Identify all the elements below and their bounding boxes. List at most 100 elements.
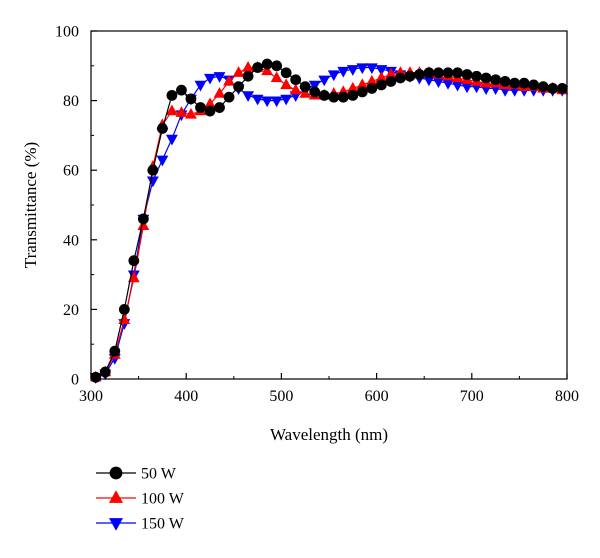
data-point <box>223 74 235 86</box>
data-point <box>261 58 273 70</box>
data-point <box>252 62 264 73</box>
x-tick-label: 500 <box>269 388 293 405</box>
data-point <box>175 106 188 117</box>
data-point <box>270 96 283 108</box>
series-line <box>95 66 563 378</box>
data-point <box>518 77 530 89</box>
legend-label: 50 W <box>141 466 177 483</box>
data-point <box>270 71 283 83</box>
y-tick-label: 40 <box>63 232 79 249</box>
data-point <box>261 64 274 76</box>
data-point <box>375 79 387 91</box>
data-point <box>499 76 511 87</box>
y-axis-label: Transmittance (%) <box>21 142 40 268</box>
data-point <box>366 83 378 94</box>
data-point <box>165 104 178 116</box>
data-point <box>118 303 130 315</box>
data-point <box>223 91 235 103</box>
legend-item: 100 W <box>96 490 185 508</box>
axes-layer: 300 400 500 600 700 800 0 20 40 60 80 100 <box>55 24 579 406</box>
data-point <box>318 75 331 87</box>
data-point <box>90 371 102 383</box>
data-point <box>271 60 283 72</box>
data-point <box>528 79 540 91</box>
x-tick-label: 300 <box>79 388 103 405</box>
data-point <box>452 67 463 79</box>
data-point <box>137 219 150 231</box>
data-point <box>365 63 378 75</box>
y-tick-label: 0 <box>71 372 79 389</box>
data-point <box>214 102 225 113</box>
legend-marker <box>109 490 123 503</box>
y-tick-label: 60 <box>63 163 79 180</box>
data-point <box>537 81 549 93</box>
data-point <box>280 78 293 90</box>
data-point <box>337 66 350 78</box>
data-point <box>308 80 321 92</box>
legend-label: 100 W <box>141 491 185 508</box>
data-point <box>480 72 492 84</box>
data-point <box>356 63 369 75</box>
data-point <box>280 94 293 106</box>
data-point <box>423 67 435 79</box>
data-point <box>128 255 140 267</box>
data-point <box>204 73 216 85</box>
y-tick-label: 80 <box>63 93 79 110</box>
data-point <box>346 65 359 76</box>
y-tick-label: 100 <box>55 24 79 41</box>
data-point <box>490 74 502 86</box>
legend-label: 150 W <box>141 516 185 533</box>
data-point <box>165 134 178 146</box>
data-point <box>433 67 444 79</box>
data-point <box>356 86 368 98</box>
data-point <box>137 213 149 225</box>
data-point <box>194 80 207 92</box>
data-point <box>118 313 131 324</box>
data-point <box>385 76 397 87</box>
series-layer <box>89 58 569 384</box>
legend: 50 W 100 W 150 W <box>96 466 185 533</box>
data-point <box>146 176 159 188</box>
data-point <box>109 345 121 357</box>
data-point <box>251 94 264 106</box>
data-point <box>318 89 330 101</box>
data-point <box>327 70 340 82</box>
data-point <box>185 93 197 105</box>
data-point <box>509 77 521 89</box>
data-point <box>233 81 244 93</box>
data-point <box>347 89 359 101</box>
y-tick-label: 20 <box>63 302 79 319</box>
data-point <box>461 82 473 94</box>
x-axis-label: Wavelength (nm) <box>270 425 388 444</box>
data-point <box>309 86 321 98</box>
data-point <box>471 70 482 82</box>
data-point <box>404 70 416 82</box>
series-150w <box>89 63 569 384</box>
data-point <box>242 70 254 82</box>
data-point <box>204 105 216 117</box>
data-point <box>461 69 473 80</box>
data-point <box>556 83 568 94</box>
data-point <box>156 155 169 167</box>
data-point <box>394 72 406 84</box>
data-point <box>328 91 340 103</box>
data-point <box>213 87 226 98</box>
series-line <box>95 66 563 378</box>
data-point <box>176 84 187 96</box>
data-point <box>185 107 197 119</box>
x-tick-label: 600 <box>365 388 389 405</box>
data-point <box>99 366 111 378</box>
data-point <box>414 69 425 80</box>
data-point <box>547 83 559 94</box>
series-line <box>95 63 563 378</box>
series-100w <box>89 60 569 382</box>
data-point <box>147 164 159 176</box>
data-point <box>299 81 311 93</box>
legend-item: 50 W <box>96 466 177 483</box>
x-tick-label: 800 <box>555 388 579 405</box>
data-point <box>242 91 255 102</box>
data-point <box>261 96 274 108</box>
data-point <box>166 89 178 101</box>
data-point <box>375 65 388 76</box>
